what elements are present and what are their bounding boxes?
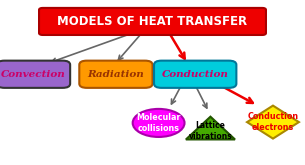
FancyBboxPatch shape xyxy=(39,8,266,35)
Text: MODELS OF HEAT TRANSFER: MODELS OF HEAT TRANSFER xyxy=(57,15,248,28)
Text: Conduction: Conduction xyxy=(162,70,229,79)
FancyBboxPatch shape xyxy=(0,61,70,88)
Circle shape xyxy=(133,109,185,137)
Text: Conduction
electrons: Conduction electrons xyxy=(247,112,299,132)
Text: Molecular
collisions: Molecular collisions xyxy=(136,113,181,133)
Polygon shape xyxy=(247,106,299,139)
FancyBboxPatch shape xyxy=(79,61,152,88)
FancyBboxPatch shape xyxy=(154,61,236,88)
Text: Lattice
vibrations: Lattice vibrations xyxy=(188,121,232,141)
Polygon shape xyxy=(186,117,235,139)
Text: Radiation: Radiation xyxy=(88,70,144,79)
Text: Convection: Convection xyxy=(1,70,66,79)
